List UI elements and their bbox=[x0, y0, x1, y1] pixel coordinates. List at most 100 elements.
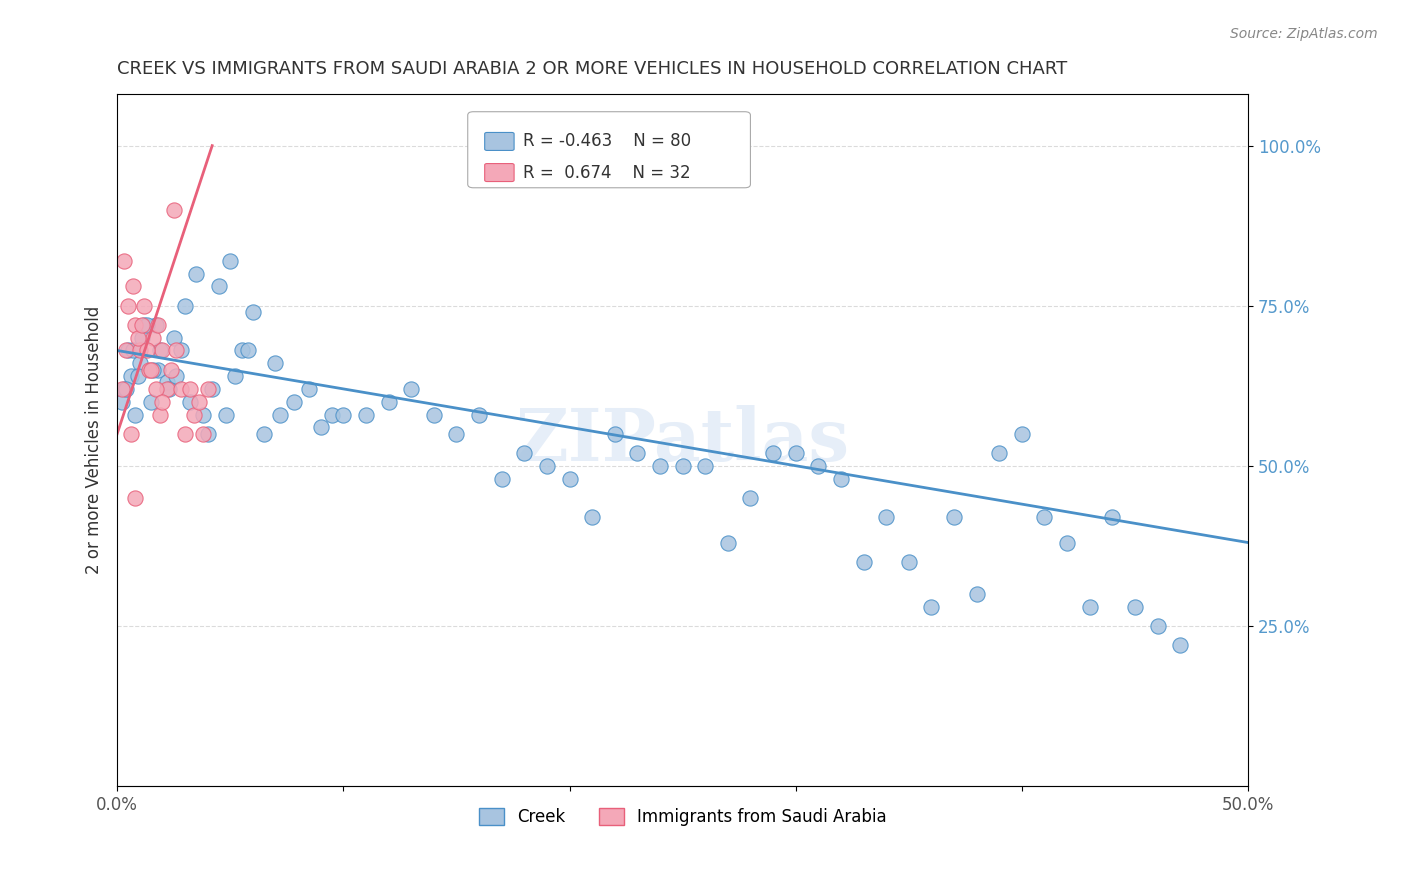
Point bbox=[242, 305, 264, 319]
Point bbox=[174, 426, 197, 441]
FancyBboxPatch shape bbox=[485, 163, 515, 182]
Legend: Creek, Immigrants from Saudi Arabia: Creek, Immigrants from Saudi Arabia bbox=[472, 801, 893, 833]
Point bbox=[122, 343, 145, 358]
Point bbox=[146, 362, 169, 376]
Point bbox=[138, 362, 160, 376]
Point bbox=[160, 362, 183, 376]
Point bbox=[131, 318, 153, 332]
Text: ZIPatlas: ZIPatlas bbox=[516, 405, 849, 475]
Point bbox=[830, 471, 852, 485]
Point bbox=[117, 343, 139, 358]
Point bbox=[513, 446, 536, 460]
Point bbox=[124, 408, 146, 422]
Point bbox=[740, 491, 762, 505]
Point bbox=[581, 510, 603, 524]
Point bbox=[127, 369, 149, 384]
Point bbox=[139, 362, 162, 376]
Point bbox=[134, 318, 156, 332]
Point bbox=[152, 394, 174, 409]
Point bbox=[807, 458, 830, 473]
Point bbox=[717, 535, 740, 549]
Point bbox=[238, 343, 260, 358]
Point bbox=[224, 369, 246, 384]
Point bbox=[671, 458, 693, 473]
Point bbox=[1033, 510, 1056, 524]
Point bbox=[112, 253, 135, 268]
Point bbox=[146, 318, 169, 332]
Point bbox=[762, 446, 785, 460]
Point bbox=[112, 382, 135, 396]
Point bbox=[120, 426, 142, 441]
Point bbox=[115, 382, 138, 396]
Point bbox=[187, 394, 209, 409]
Point bbox=[186, 267, 208, 281]
Point bbox=[1011, 426, 1033, 441]
Point bbox=[468, 408, 491, 422]
Point bbox=[149, 343, 172, 358]
Point bbox=[231, 343, 253, 358]
Point bbox=[1101, 510, 1123, 524]
Point bbox=[309, 420, 332, 434]
Point bbox=[157, 382, 180, 396]
Point bbox=[920, 599, 942, 614]
Point bbox=[111, 382, 134, 396]
Point bbox=[169, 382, 191, 396]
Point bbox=[165, 369, 187, 384]
Point bbox=[1056, 535, 1078, 549]
FancyBboxPatch shape bbox=[468, 112, 751, 187]
Point bbox=[117, 299, 139, 313]
Point bbox=[142, 362, 165, 376]
Point bbox=[174, 299, 197, 313]
Point bbox=[179, 382, 201, 396]
Point bbox=[156, 376, 179, 390]
Point bbox=[115, 343, 138, 358]
Point bbox=[145, 318, 167, 332]
Point bbox=[127, 331, 149, 345]
Point bbox=[145, 382, 167, 396]
Point bbox=[201, 382, 224, 396]
Text: R =  0.674    N = 32: R = 0.674 N = 32 bbox=[523, 163, 690, 182]
Point bbox=[149, 408, 172, 422]
Point bbox=[332, 408, 354, 422]
Point bbox=[179, 394, 201, 409]
Point bbox=[603, 426, 626, 441]
Point bbox=[131, 331, 153, 345]
Point bbox=[648, 458, 671, 473]
Point bbox=[142, 331, 165, 345]
Point bbox=[253, 426, 276, 441]
Point bbox=[966, 587, 988, 601]
Point bbox=[875, 510, 897, 524]
Point bbox=[215, 408, 238, 422]
Point bbox=[134, 299, 156, 313]
Point bbox=[197, 382, 219, 396]
Point bbox=[943, 510, 966, 524]
Point bbox=[298, 382, 321, 396]
Point bbox=[128, 356, 150, 370]
Point bbox=[626, 446, 648, 460]
Point bbox=[208, 279, 231, 293]
Point bbox=[156, 382, 179, 396]
Text: CREEK VS IMMIGRANTS FROM SAUDI ARABIA 2 OR MORE VEHICLES IN HOUSEHOLD CORRELATIO: CREEK VS IMMIGRANTS FROM SAUDI ARABIA 2 … bbox=[117, 60, 1067, 78]
Point bbox=[1078, 599, 1101, 614]
Point bbox=[169, 343, 191, 358]
Point bbox=[321, 408, 343, 422]
Point bbox=[1123, 599, 1146, 614]
Point bbox=[264, 356, 287, 370]
Point bbox=[377, 394, 399, 409]
Text: Source: ZipAtlas.com: Source: ZipAtlas.com bbox=[1230, 27, 1378, 41]
Point bbox=[191, 426, 214, 441]
Point bbox=[423, 408, 446, 422]
Point bbox=[197, 426, 219, 441]
Point bbox=[446, 426, 468, 441]
Point bbox=[124, 318, 146, 332]
Point bbox=[558, 471, 581, 485]
Point bbox=[111, 394, 134, 409]
Point bbox=[163, 202, 186, 217]
Point bbox=[354, 408, 377, 422]
Point bbox=[124, 491, 146, 505]
Point bbox=[695, 458, 717, 473]
Point bbox=[163, 331, 186, 345]
Point bbox=[785, 446, 807, 460]
FancyBboxPatch shape bbox=[485, 132, 515, 151]
Point bbox=[122, 279, 145, 293]
